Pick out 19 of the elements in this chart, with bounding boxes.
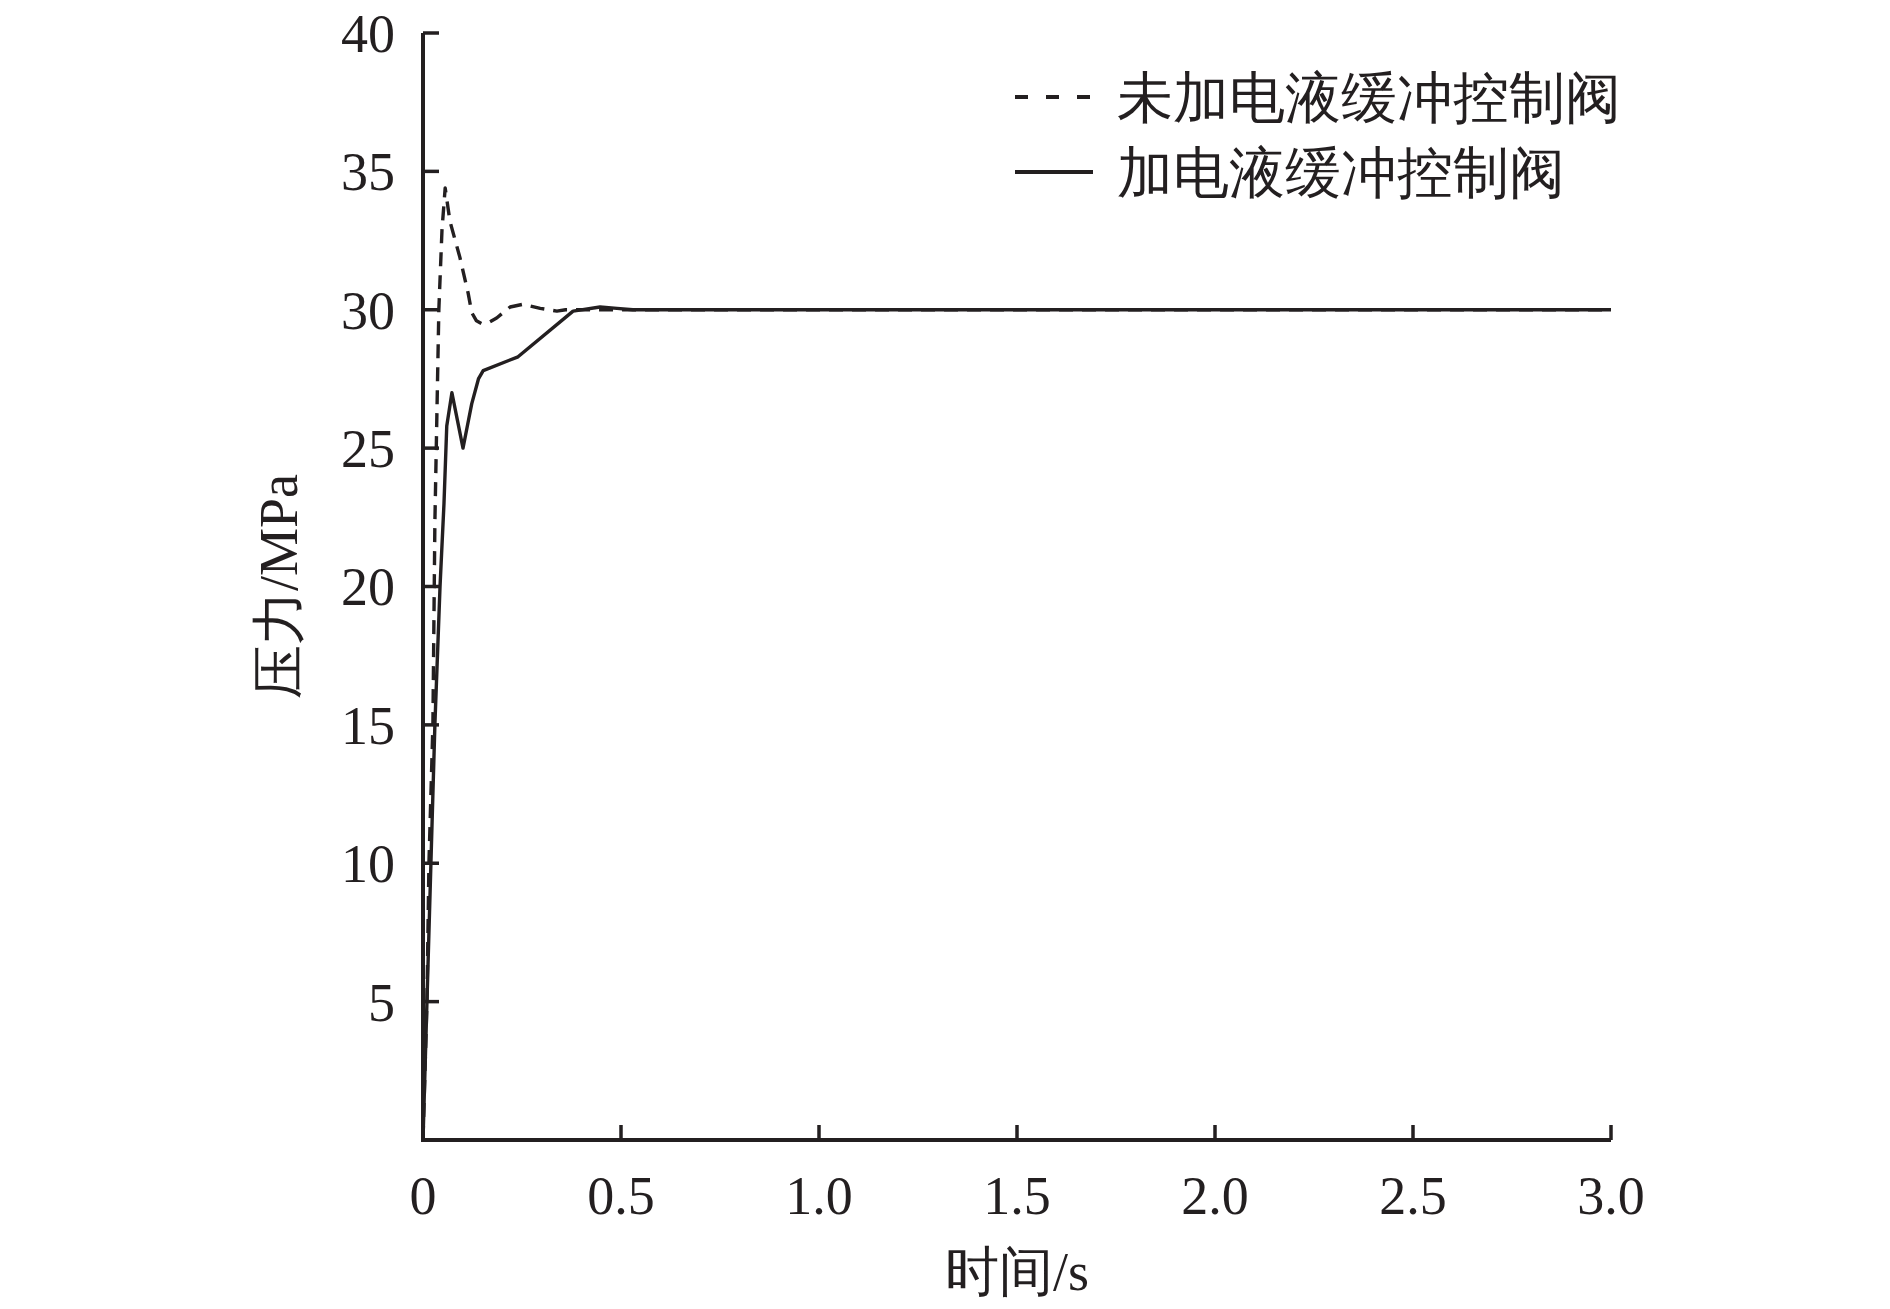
legend-label: 加电液缓冲控制阀	[1117, 142, 1565, 205]
x-tick-label: 1.5	[983, 1166, 1051, 1226]
x-axis-title: 时间/s	[944, 1242, 1090, 1302]
x-tick-label: 3.0	[1577, 1166, 1645, 1226]
legend-label: 未加电液缓冲控制阀	[1117, 67, 1621, 130]
y-tick-label: 40	[341, 3, 395, 64]
y-tick-label: 10	[341, 834, 395, 895]
y-tick-label: 20	[341, 557, 395, 618]
y-tick-label: 15	[341, 695, 395, 756]
x-tick-label: 1.0	[785, 1166, 853, 1226]
y-tick-label: 5	[368, 972, 395, 1033]
y-tick-label: 35	[341, 142, 395, 203]
x-tick-label: 0	[409, 1166, 437, 1226]
x-tick-label: 0.5	[587, 1166, 655, 1226]
y-tick-label: 25	[341, 419, 395, 480]
x-tick-label: 2.0	[1181, 1166, 1249, 1226]
y-tick-label: 30	[341, 280, 395, 341]
y-axis-title: 压力/MPa	[248, 473, 309, 700]
x-tick-label: 2.5	[1379, 1166, 1447, 1226]
